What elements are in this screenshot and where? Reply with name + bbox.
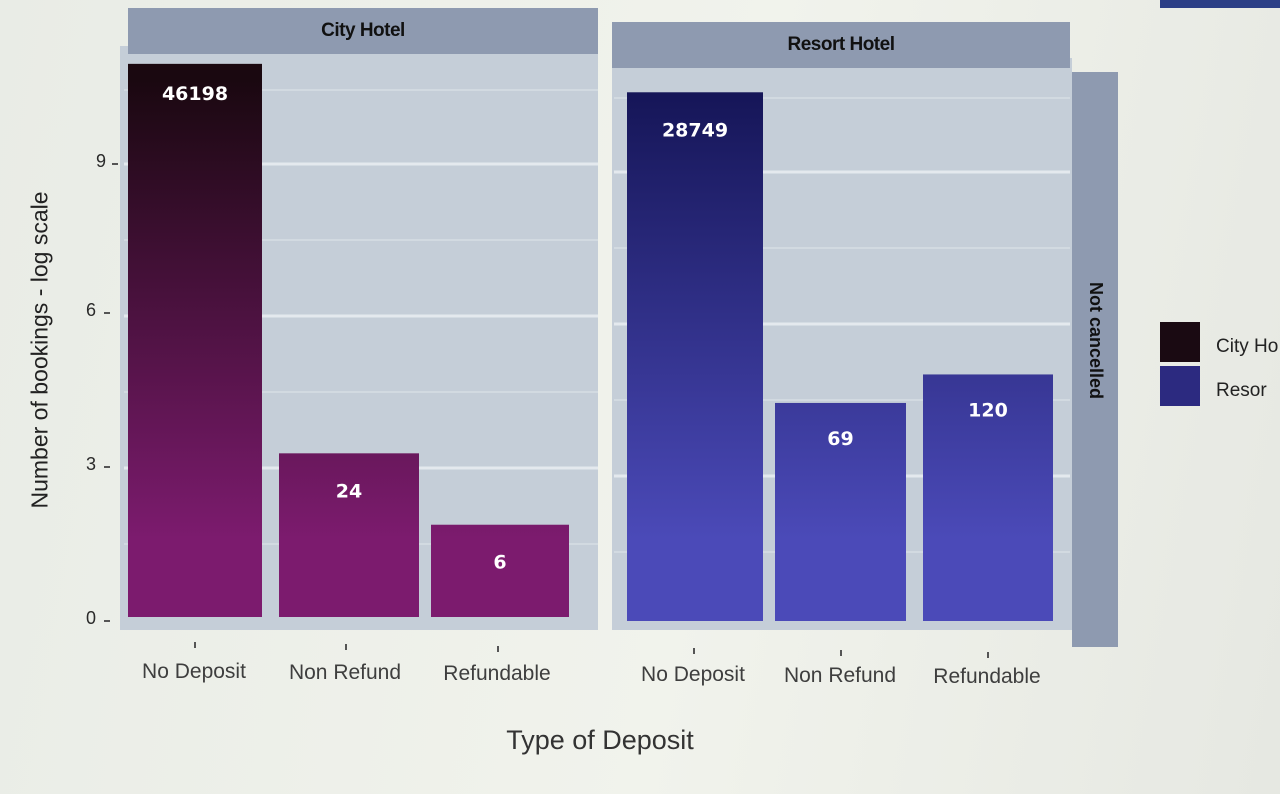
x-axis-title: Type of Deposit bbox=[506, 725, 694, 755]
y-tick-label: 9 bbox=[95, 151, 106, 171]
legend-label-resort-hotel: Resor bbox=[1216, 380, 1267, 401]
x-tick-label: Refundable bbox=[933, 665, 1041, 688]
bar-city-hotel-2 bbox=[431, 524, 569, 617]
facet-label-city-hotel: City Hotel bbox=[321, 20, 405, 41]
x-tick-label: No Deposit bbox=[142, 660, 246, 683]
bar-value-label: 46198 bbox=[162, 83, 228, 105]
facet-strip-row bbox=[1072, 72, 1118, 647]
top-edge-strip bbox=[1160, 0, 1280, 8]
y-tick-label: 0 bbox=[85, 608, 96, 628]
y-tick-mark bbox=[112, 163, 118, 165]
x-tick-mark bbox=[693, 648, 695, 654]
bar-resort-hotel-2 bbox=[923, 374, 1053, 621]
legend-label-city-hotel: City Ho bbox=[1216, 336, 1279, 357]
y-tick-label: 6 bbox=[85, 300, 96, 320]
x-tick-mark bbox=[345, 644, 347, 650]
bar-city-hotel-1 bbox=[279, 453, 419, 617]
bar-value-label: 28749 bbox=[662, 119, 728, 141]
x-tick-label: Non Refund bbox=[783, 664, 897, 687]
facet-strip-resort-hotel: Resort Hotel bbox=[612, 22, 1070, 68]
x-tick-mark bbox=[497, 646, 499, 652]
x-tick-label: Refundable bbox=[443, 662, 551, 685]
x-tick-label: No Deposit bbox=[641, 663, 745, 686]
bar-value-label: 24 bbox=[336, 480, 362, 502]
x-tick-label: Non Refund bbox=[288, 661, 402, 684]
facet-label-resort-hotel: Resort Hotel bbox=[787, 34, 895, 55]
x-tick-mark bbox=[194, 642, 196, 648]
bar-value-label: 6 bbox=[493, 552, 506, 574]
bar-value-label: 120 bbox=[968, 399, 1008, 421]
x-tick-mark bbox=[840, 650, 842, 656]
x-tick-mark bbox=[987, 652, 989, 658]
y-tick-mark bbox=[104, 312, 110, 314]
y-tick-mark bbox=[104, 620, 110, 622]
y-tick-label: 3 bbox=[85, 454, 96, 474]
facet-strip-city-hotel: City Hotel bbox=[128, 8, 598, 54]
bar-resort-hotel-0 bbox=[627, 92, 763, 622]
bar-city-hotel-0 bbox=[128, 63, 262, 618]
legend-key-city-hotel bbox=[1160, 322, 1200, 362]
y-axis-title: Number of bookings - log scale bbox=[26, 191, 53, 509]
bar-resort-hotel-1 bbox=[775, 402, 906, 621]
legend-key-resort-hotel bbox=[1160, 366, 1200, 406]
y-tick-mark bbox=[104, 466, 110, 468]
bar-value-label: 69 bbox=[827, 428, 853, 450]
